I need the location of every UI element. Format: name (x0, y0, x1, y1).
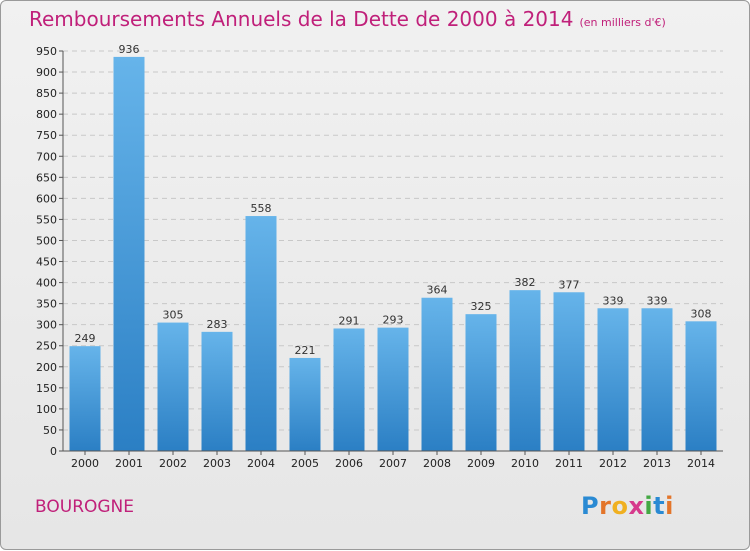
x-tick-label: 2004 (247, 457, 275, 470)
x-tick-label: 2006 (335, 457, 363, 470)
bar-value-label: 293 (383, 314, 404, 327)
y-tick-label: 800 (36, 108, 57, 121)
bar-2010 (509, 290, 541, 451)
bar-2005 (289, 357, 321, 451)
bar-2006 (333, 328, 365, 451)
y-tick-label: 350 (36, 298, 57, 311)
bar-2008 (421, 297, 453, 451)
y-tick-label: 700 (36, 150, 57, 163)
data-labels: 249 936 305 283 558 221 291 293 364 325 382 377 339 3… (75, 43, 712, 357)
x-tick-label: 2002 (159, 457, 187, 470)
x-tick-label: 2011 (555, 457, 583, 470)
bar-value-label: 291 (339, 314, 360, 327)
y-tick-label: 150 (36, 382, 57, 395)
bar-2011 (553, 292, 585, 451)
logo-letter: o (611, 492, 629, 520)
y-tick-label: 900 (36, 66, 57, 79)
bar-2002 (157, 322, 189, 451)
x-tick-label: 2008 (423, 457, 451, 470)
logo-letter: r (599, 492, 612, 520)
bar-value-label: 325 (471, 300, 492, 313)
bar-value-label: 936 (119, 43, 140, 56)
y-tick-label: 600 (36, 192, 57, 205)
y-tick-label: 550 (36, 213, 57, 226)
chart-title: Remboursements Annuels de la Dette de 20… (29, 7, 574, 31)
x-axis: 2000 2001 2002 2003 2004 2005 2006 2007 2008 2009… (63, 450, 723, 470)
bar-2000 (69, 346, 101, 451)
y-tick-label: 750 (36, 129, 57, 142)
x-tick-label: 2013 (643, 457, 671, 470)
x-tick-label: 2010 (511, 457, 539, 470)
y-axis: 0 50 100 150 200 250 300 350 400 450 500 550 600 650 7… (36, 45, 64, 458)
bar-2012 (597, 308, 629, 451)
bar-2007 (377, 327, 409, 451)
bars (69, 56, 717, 451)
bar-2003 (201, 331, 233, 451)
proxiti-logo: Proxiti (581, 492, 674, 520)
bar-2009 (465, 314, 497, 451)
x-tick-label: 2014 (687, 457, 715, 470)
logo-letter: x (628, 492, 645, 520)
x-tick-label: 2012 (599, 457, 627, 470)
y-tick-label: 50 (43, 424, 57, 437)
y-tick-label: 250 (36, 340, 57, 353)
bar-2004 (245, 216, 277, 451)
bar-value-label: 364 (427, 284, 448, 297)
y-tick-label: 200 (36, 361, 57, 374)
logo-letter: t (653, 492, 666, 520)
logo-letter: i (665, 492, 674, 520)
bar-value-label: 339 (603, 294, 624, 307)
x-tick-label: 2003 (203, 457, 231, 470)
bar-value-label: 382 (515, 276, 536, 289)
y-tick-label: 500 (36, 234, 57, 247)
x-tick-label: 2005 (291, 457, 319, 470)
bar-value-label: 339 (647, 294, 668, 307)
bar-value-label: 249 (75, 332, 96, 345)
commune-name: BOUROGNE (35, 497, 135, 517)
y-tick-label: 450 (36, 256, 57, 269)
bar-2013 (641, 308, 673, 451)
bar-value-label: 305 (163, 309, 184, 322)
title-row: Remboursements Annuels de la Dette de 20… (29, 7, 666, 31)
x-tick-label: 2001 (115, 457, 143, 470)
bar-value-label: 221 (295, 344, 316, 357)
y-tick-label: 650 (36, 171, 57, 184)
y-tick-label: 100 (36, 403, 57, 416)
y-tick-label: 400 (36, 277, 57, 290)
x-tick-label: 2007 (379, 457, 407, 470)
bar-value-label: 558 (251, 202, 272, 215)
chart-subtitle: (en milliers d'€) (579, 16, 666, 29)
y-tick-label: 850 (36, 87, 57, 100)
bar-value-label: 283 (207, 318, 228, 331)
bar-2001 (113, 56, 145, 451)
bar-value-label: 377 (559, 278, 580, 291)
logo-letter: P (581, 492, 600, 520)
y-tick-label: 950 (36, 45, 57, 58)
bar-value-label: 308 (691, 307, 712, 320)
y-tick-label: 0 (50, 445, 57, 458)
y-tick-label: 300 (36, 319, 57, 332)
logo-letter: i (644, 492, 654, 520)
bar-2014 (685, 321, 717, 451)
x-tick-label: 2000 (71, 457, 99, 470)
x-tick-label: 2009 (467, 457, 495, 470)
